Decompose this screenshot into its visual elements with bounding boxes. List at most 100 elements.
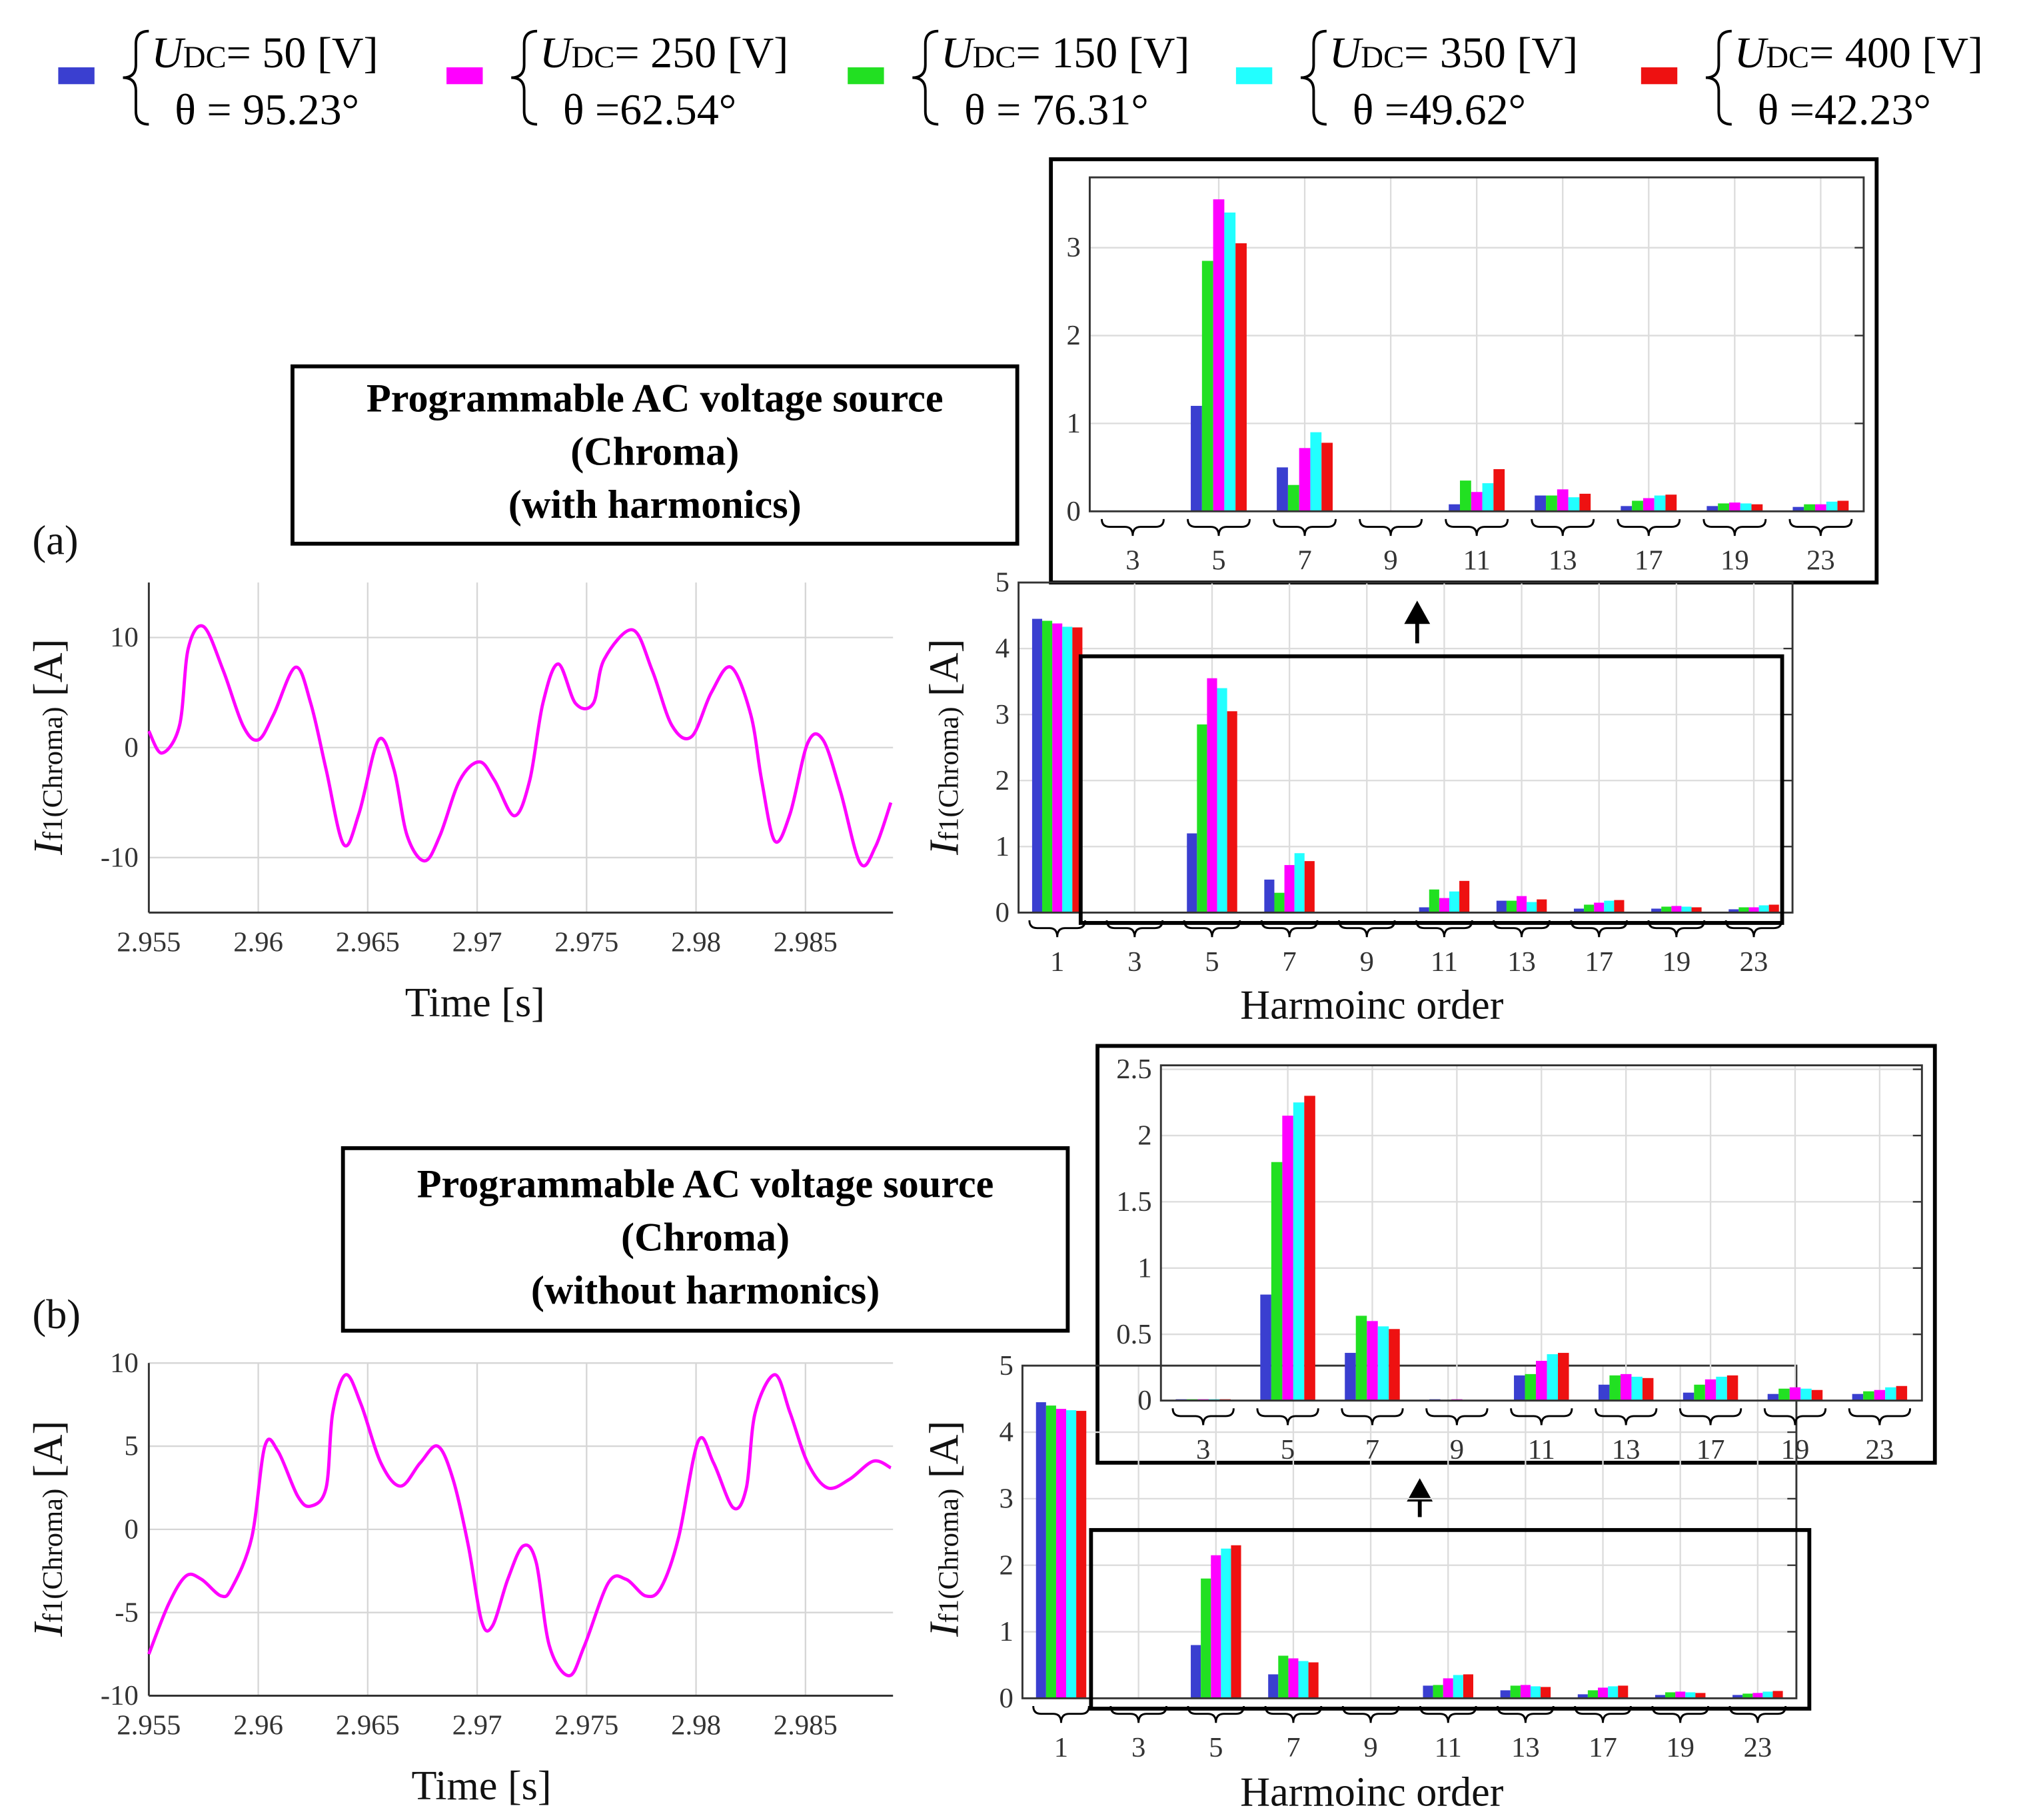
bar bbox=[1076, 1411, 1087, 1699]
x-tick-label: 3 bbox=[1127, 946, 1141, 978]
x-tick-label: 3 bbox=[1196, 1434, 1210, 1465]
bar bbox=[1304, 1096, 1315, 1401]
bar bbox=[1207, 678, 1217, 913]
category-brace bbox=[1724, 920, 1783, 938]
source-box-text: Programmable AC voltage source bbox=[366, 377, 944, 421]
bar bbox=[1197, 724, 1207, 913]
bar bbox=[1367, 1321, 1378, 1401]
x-axis-label: Harmoinc order bbox=[1240, 983, 1503, 1028]
category-brace bbox=[1728, 1705, 1787, 1723]
legend-theta: θ =49.62° bbox=[1353, 86, 1526, 135]
bar bbox=[1874, 1389, 1886, 1401]
bar bbox=[1691, 907, 1702, 913]
source-box-text: (without harmonics) bbox=[531, 1268, 880, 1313]
y-tick-label: 10 bbox=[110, 1348, 139, 1379]
bar bbox=[1201, 1578, 1211, 1699]
bar bbox=[1510, 1685, 1521, 1699]
bar bbox=[1213, 199, 1225, 512]
bar bbox=[1525, 1373, 1537, 1401]
bar bbox=[1260, 1294, 1271, 1401]
bar bbox=[1751, 504, 1763, 512]
bar bbox=[1471, 492, 1483, 512]
category-brace bbox=[1105, 920, 1164, 938]
category-brace bbox=[1273, 518, 1337, 536]
bar bbox=[1066, 1410, 1077, 1699]
bar bbox=[1671, 906, 1682, 913]
x-tick-label: 3 bbox=[1131, 1732, 1145, 1763]
category-brace bbox=[1187, 1705, 1245, 1723]
source-box bbox=[291, 364, 1019, 546]
bar bbox=[1577, 1694, 1588, 1699]
bar bbox=[1804, 504, 1816, 512]
bar bbox=[1608, 1686, 1619, 1699]
legend-swatch bbox=[1235, 67, 1273, 85]
bar bbox=[1052, 623, 1063, 913]
x-tick-label: 2.985 bbox=[774, 927, 838, 958]
category-brace bbox=[1260, 920, 1319, 938]
y-axis-label: If1(Chroma) [A] bbox=[26, 1421, 71, 1637]
bar bbox=[1500, 1690, 1511, 1699]
bar bbox=[1271, 1162, 1283, 1401]
bar bbox=[1852, 1393, 1864, 1401]
y-tick-label: -10 bbox=[101, 1680, 139, 1711]
bar bbox=[1443, 1678, 1453, 1699]
bar bbox=[1517, 896, 1527, 913]
bar bbox=[1527, 902, 1537, 913]
bar bbox=[1682, 1392, 1694, 1401]
bar bbox=[1792, 506, 1804, 512]
bar bbox=[1778, 1388, 1790, 1401]
bar bbox=[1738, 907, 1749, 913]
legend-udc: UDC= 400 [V] bbox=[1734, 29, 1983, 77]
legend-value: = 150 [V] bbox=[1015, 29, 1189, 77]
x-tick-label: 2.97 bbox=[452, 927, 502, 958]
y-tick-label: 3 bbox=[996, 699, 1010, 730]
y-tick-label: 0 bbox=[999, 1683, 1013, 1714]
y-tick-label: 2 bbox=[999, 1549, 1013, 1581]
legend-symbol: U bbox=[540, 29, 574, 77]
category-brace bbox=[1101, 518, 1165, 536]
x-tick-label: 13 bbox=[1511, 1732, 1540, 1763]
bar bbox=[1789, 1387, 1801, 1401]
arrow-head bbox=[1407, 1478, 1433, 1502]
bar bbox=[1740, 503, 1752, 512]
legend-swatch bbox=[58, 67, 95, 85]
bar bbox=[1621, 506, 1633, 512]
bar bbox=[1665, 1692, 1676, 1699]
panel-label: (b) bbox=[33, 1292, 81, 1338]
bar bbox=[1568, 497, 1580, 512]
legend-udc: UDC= 350 [V] bbox=[1329, 29, 1578, 77]
legend-udc: UDC= 50 [V] bbox=[151, 29, 378, 77]
x-tick-label: 17 bbox=[1696, 1434, 1725, 1465]
y-tick-label: 0 bbox=[1066, 496, 1080, 527]
bar bbox=[1742, 1693, 1753, 1699]
bar bbox=[1767, 1393, 1779, 1401]
bar bbox=[1217, 688, 1227, 913]
legend-subscript: DC bbox=[1361, 40, 1404, 75]
bar bbox=[1704, 1379, 1716, 1401]
x-tick-label: 2.965 bbox=[336, 927, 400, 958]
bar bbox=[1800, 1388, 1812, 1401]
category-brace bbox=[1570, 920, 1628, 938]
bar bbox=[1294, 853, 1305, 913]
bar bbox=[1304, 861, 1315, 913]
bar bbox=[1609, 1375, 1621, 1401]
category-brace bbox=[1337, 920, 1396, 938]
category-brace bbox=[1702, 518, 1767, 536]
bar bbox=[1419, 907, 1429, 913]
legend-brace bbox=[123, 29, 149, 126]
bar bbox=[1453, 1675, 1463, 1699]
legend-value: = 400 [V] bbox=[1809, 29, 1983, 77]
category-brace bbox=[1341, 1408, 1404, 1425]
legend-subscript: DC bbox=[1766, 40, 1809, 75]
x-tick-label: 2.96 bbox=[233, 927, 283, 958]
bar bbox=[1547, 1354, 1559, 1401]
category-brace bbox=[1679, 1408, 1742, 1425]
bar bbox=[1728, 502, 1740, 512]
category-brace bbox=[1647, 920, 1706, 938]
legend-swatch bbox=[848, 67, 884, 85]
bar bbox=[1274, 892, 1285, 913]
bar bbox=[1423, 1685, 1433, 1699]
legend-brace bbox=[1705, 29, 1732, 126]
bar bbox=[1752, 1693, 1763, 1699]
y-label-subscript: f1(Chroma) bbox=[933, 706, 964, 841]
